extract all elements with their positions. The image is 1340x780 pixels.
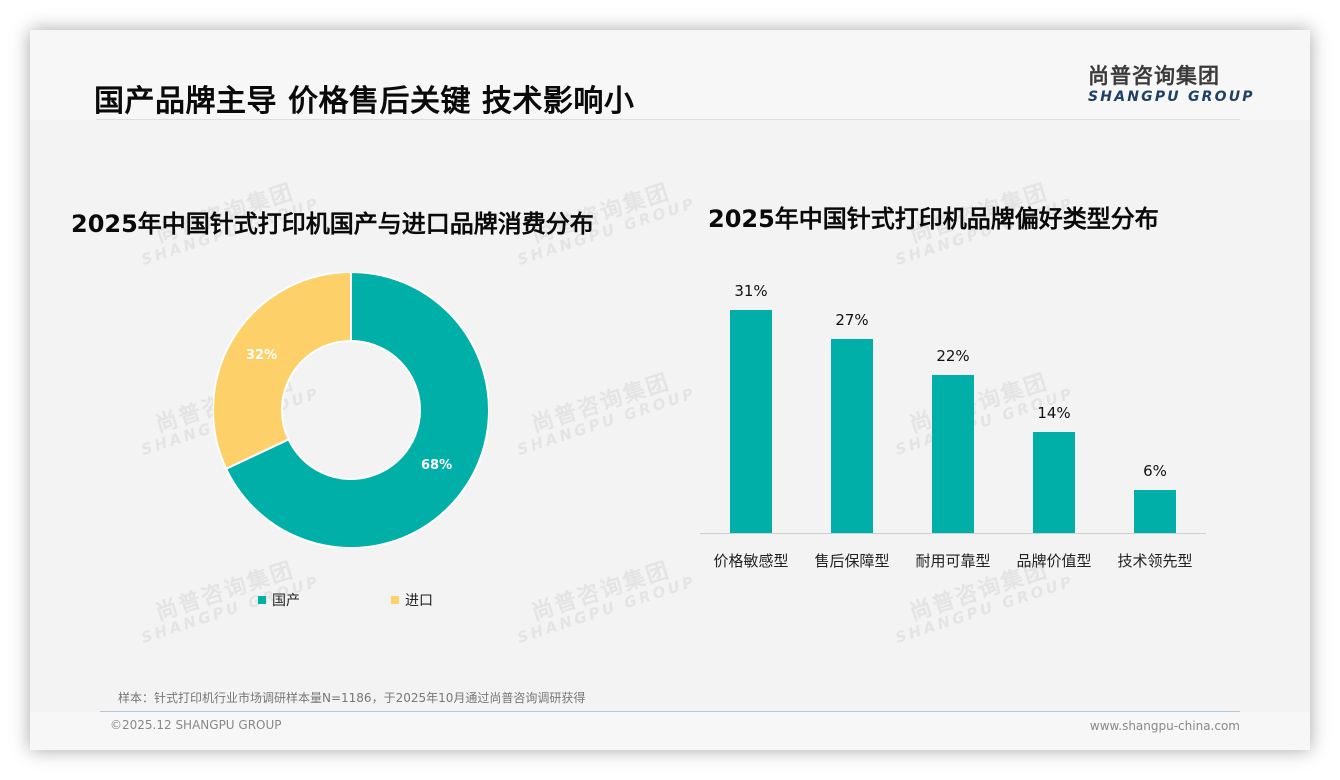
legend-label: 进口 [405,593,433,609]
donut-label-import: 32% [246,348,278,363]
bar-value-label: 31% [734,282,768,300]
header-band [30,30,1310,120]
x-axis-line [700,533,1206,534]
bar-2 [831,338,873,533]
donut-slice-import [212,270,352,471]
bar-category-label: 耐用可靠型 [915,552,991,570]
legend-label: 国产 [272,593,300,609]
bar-value-label: 14% [1037,404,1071,423]
bar-category-label: 售后保障型 [814,552,890,570]
bar-3 [932,374,974,533]
donut-slice-domestic [224,270,490,549]
donut-label-domestic: 68% [421,458,453,473]
bar-category-label: 技术领先型 [1117,552,1193,570]
page-title: 国产品牌主导 价格售后关键 技术影响小 [94,84,635,119]
legend-item-domestic: 国产 [258,590,300,610]
donut-chart-title: 2025年中国针式打印机国产与进口品牌消费分布 [71,210,594,238]
legend-item-import: 进口 [391,590,433,610]
legend-swatch-teal [258,596,266,604]
bar-value-label: 6% [1143,461,1167,480]
copyright: ©2025.12 SHANGPU GROUP [110,718,282,732]
bar-value-label: 27% [835,310,869,329]
logo-english: SHANGPU GROUP [1088,89,1255,105]
company-logo: 尚普咨询集团 SHANGPU GROUP [1088,64,1255,106]
bar-5 [1134,489,1176,533]
logo-chinese: 尚普咨询集团 [1088,64,1220,88]
footer-band [30,712,1310,750]
website-link[interactable]: www.shangpu-china.com [1089,719,1240,733]
sample-note: 样本：针式打印机行业市场调研样本量N=1186，于2025年10月通过尚普咨询调… [118,691,586,705]
donut-chart-svg [212,270,490,549]
bar-4 [1033,432,1075,533]
legend-swatch-yellow [391,596,399,604]
donut-chart: 68% 32% [212,270,490,549]
footer-divider [100,711,1240,712]
slide: 尚普咨询集团 SHANGPU GROUP 尚普咨询集团 SHANGPU GROUP … [30,30,1310,750]
bar-chart-title: 2025年中国针式打印机品牌偏好类型分布 [708,205,1159,233]
bar-1 [730,310,772,533]
bar-category-label: 品牌价值型 [1016,552,1092,570]
title-divider [96,119,1240,120]
bar-category-label: 价格敏感型 [713,552,789,570]
bar-value-label: 22% [936,346,970,365]
